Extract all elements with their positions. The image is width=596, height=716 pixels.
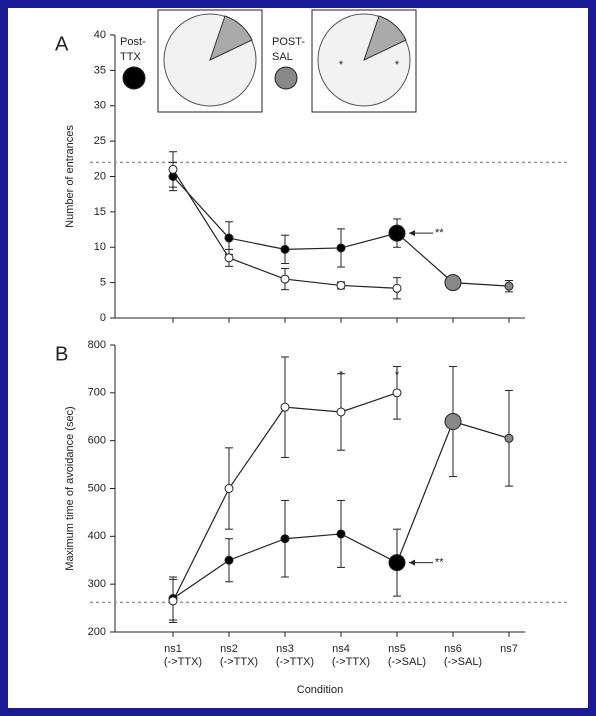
x-tick-label: ns5 (388, 643, 406, 655)
inset-label: Post- (120, 36, 146, 48)
inset-label: TTX (120, 51, 141, 63)
arrow-label: ** (435, 227, 444, 239)
y-tick-label: 40 (94, 29, 106, 41)
y-tick-label: 200 (88, 626, 106, 638)
y-tick-label: 25 (94, 135, 106, 147)
arrow-label: ** (435, 557, 444, 569)
x-axis-label: Condition (297, 684, 343, 696)
y-tick-label: 30 (94, 100, 106, 112)
x-tick-label: ns3 (276, 643, 294, 655)
inset-marker (274, 66, 298, 90)
panel-label: A (55, 33, 69, 55)
y-tick-label: 500 (88, 482, 106, 494)
data-point (392, 388, 402, 398)
inset-images (157, 9, 417, 113)
x-tick-label: ns2 (220, 643, 238, 655)
arrow-head (409, 559, 415, 566)
data-point (280, 244, 290, 254)
condition-label: (->SAL) (444, 656, 482, 668)
data-point (280, 274, 290, 284)
condition-label: (->TTX) (276, 656, 314, 668)
data-point (224, 253, 234, 263)
data-point (336, 407, 346, 417)
x-tick-label: ns7 (500, 643, 518, 655)
inset-label: SAL (272, 51, 293, 63)
y-tick-label: 800 (88, 339, 106, 351)
inset-label: POST- (272, 36, 305, 48)
data-point (388, 224, 406, 242)
data-point (504, 281, 514, 291)
significance-mark: * (395, 59, 400, 71)
data-point (168, 596, 178, 606)
y-tick-label: 5 (100, 277, 106, 289)
y-axis-label: Maximum time of avoidance (sec) (64, 406, 76, 570)
data-point (444, 413, 462, 431)
x-tick-label: ns4 (332, 643, 350, 655)
x-tick-label: ns1 (164, 643, 182, 655)
data-point (224, 233, 234, 243)
data-point (388, 554, 406, 572)
data-point (336, 529, 346, 539)
data-point (280, 534, 290, 544)
y-tick-label: 0 (100, 312, 106, 324)
x-tick-label: ns6 (444, 643, 462, 655)
panel-label: B (55, 343, 68, 365)
y-tick-label: 600 (88, 435, 106, 447)
y-tick-label: 20 (94, 170, 106, 182)
y-tick-label: 300 (88, 578, 106, 590)
y-tick-label: 10 (94, 241, 106, 253)
shock-zone (363, 15, 407, 61)
condition-label: (->TTX) (220, 656, 258, 668)
condition-label: (->TTX) (332, 656, 370, 668)
y-tick-label: 15 (94, 206, 106, 218)
data-point (280, 402, 290, 412)
figure-background (8, 8, 588, 708)
y-tick-label: 35 (94, 64, 106, 76)
y-tick-label: 700 (88, 387, 106, 399)
data-point (168, 164, 178, 174)
significance-mark: * (395, 369, 400, 381)
data-point (392, 283, 402, 293)
data-point (444, 274, 462, 292)
significance-mark: * (339, 369, 344, 381)
arrow-head (409, 230, 415, 237)
data-point (504, 433, 514, 443)
y-tick-label: 400 (88, 530, 106, 542)
data-point (336, 243, 346, 253)
y-axis-label: Number of entrances (64, 125, 76, 228)
data-point (224, 555, 234, 565)
inset-marker (122, 66, 146, 90)
shock-zone (209, 15, 253, 61)
condition-label: (->TTX) (164, 656, 202, 668)
data-point (224, 484, 234, 493)
data-point (336, 280, 346, 290)
significance-mark: * (339, 59, 344, 71)
condition-label: (->SAL) (388, 656, 426, 668)
